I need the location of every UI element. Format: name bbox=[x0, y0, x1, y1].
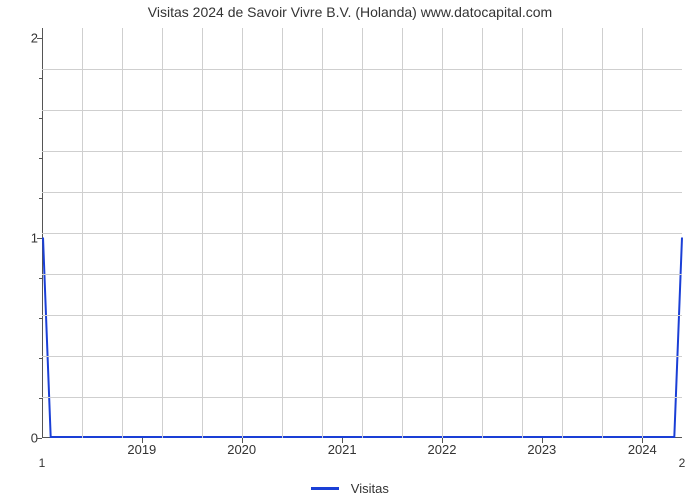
legend-swatch bbox=[311, 487, 339, 490]
y-minor-tick-mark bbox=[39, 158, 42, 159]
y-tick-label: 0 bbox=[8, 431, 38, 446]
legend: Visitas bbox=[0, 480, 700, 496]
x-tick-label: 2019 bbox=[127, 442, 156, 457]
x-tick-mark bbox=[342, 438, 343, 443]
grid-horizontal bbox=[42, 192, 682, 193]
grid-horizontal bbox=[42, 110, 682, 111]
visits-line-chart: Visitas 2024 de Savoir Vivre B.V. (Holan… bbox=[0, 0, 700, 500]
y-minor-tick-mark bbox=[39, 318, 42, 319]
y-tick-label: 2 bbox=[8, 31, 38, 46]
grid-horizontal bbox=[42, 315, 682, 316]
y-tick-mark bbox=[37, 438, 42, 439]
y-tick-label: 1 bbox=[8, 231, 38, 246]
x-tick-mark bbox=[442, 438, 443, 443]
x-end-label-left: 1 bbox=[39, 456, 46, 470]
chart-title: Visitas 2024 de Savoir Vivre B.V. (Holan… bbox=[0, 4, 700, 20]
y-minor-tick-mark bbox=[39, 198, 42, 199]
y-tick-mark bbox=[37, 38, 42, 39]
y-tick-mark bbox=[37, 238, 42, 239]
y-minor-tick-mark bbox=[39, 398, 42, 399]
x-tick-mark bbox=[642, 438, 643, 443]
x-tick-mark bbox=[142, 438, 143, 443]
x-end-label-right: 2 bbox=[679, 456, 686, 470]
grid-horizontal bbox=[42, 356, 682, 357]
grid-horizontal bbox=[42, 69, 682, 70]
x-tick-label: 2022 bbox=[428, 442, 457, 457]
x-tick-label: 2020 bbox=[227, 442, 256, 457]
x-tick-mark bbox=[242, 438, 243, 443]
legend-label: Visitas bbox=[351, 481, 389, 496]
grid-horizontal bbox=[42, 151, 682, 152]
y-minor-tick-mark bbox=[39, 278, 42, 279]
y-minor-tick-mark bbox=[39, 358, 42, 359]
grid-horizontal bbox=[42, 233, 682, 234]
x-tick-label: 2021 bbox=[328, 442, 357, 457]
grid-horizontal bbox=[42, 274, 682, 275]
x-tick-label: 2023 bbox=[527, 442, 556, 457]
x-tick-mark bbox=[542, 438, 543, 443]
x-tick-label: 2024 bbox=[628, 442, 657, 457]
grid-horizontal bbox=[42, 397, 682, 398]
y-minor-tick-mark bbox=[39, 118, 42, 119]
y-minor-tick-mark bbox=[39, 78, 42, 79]
